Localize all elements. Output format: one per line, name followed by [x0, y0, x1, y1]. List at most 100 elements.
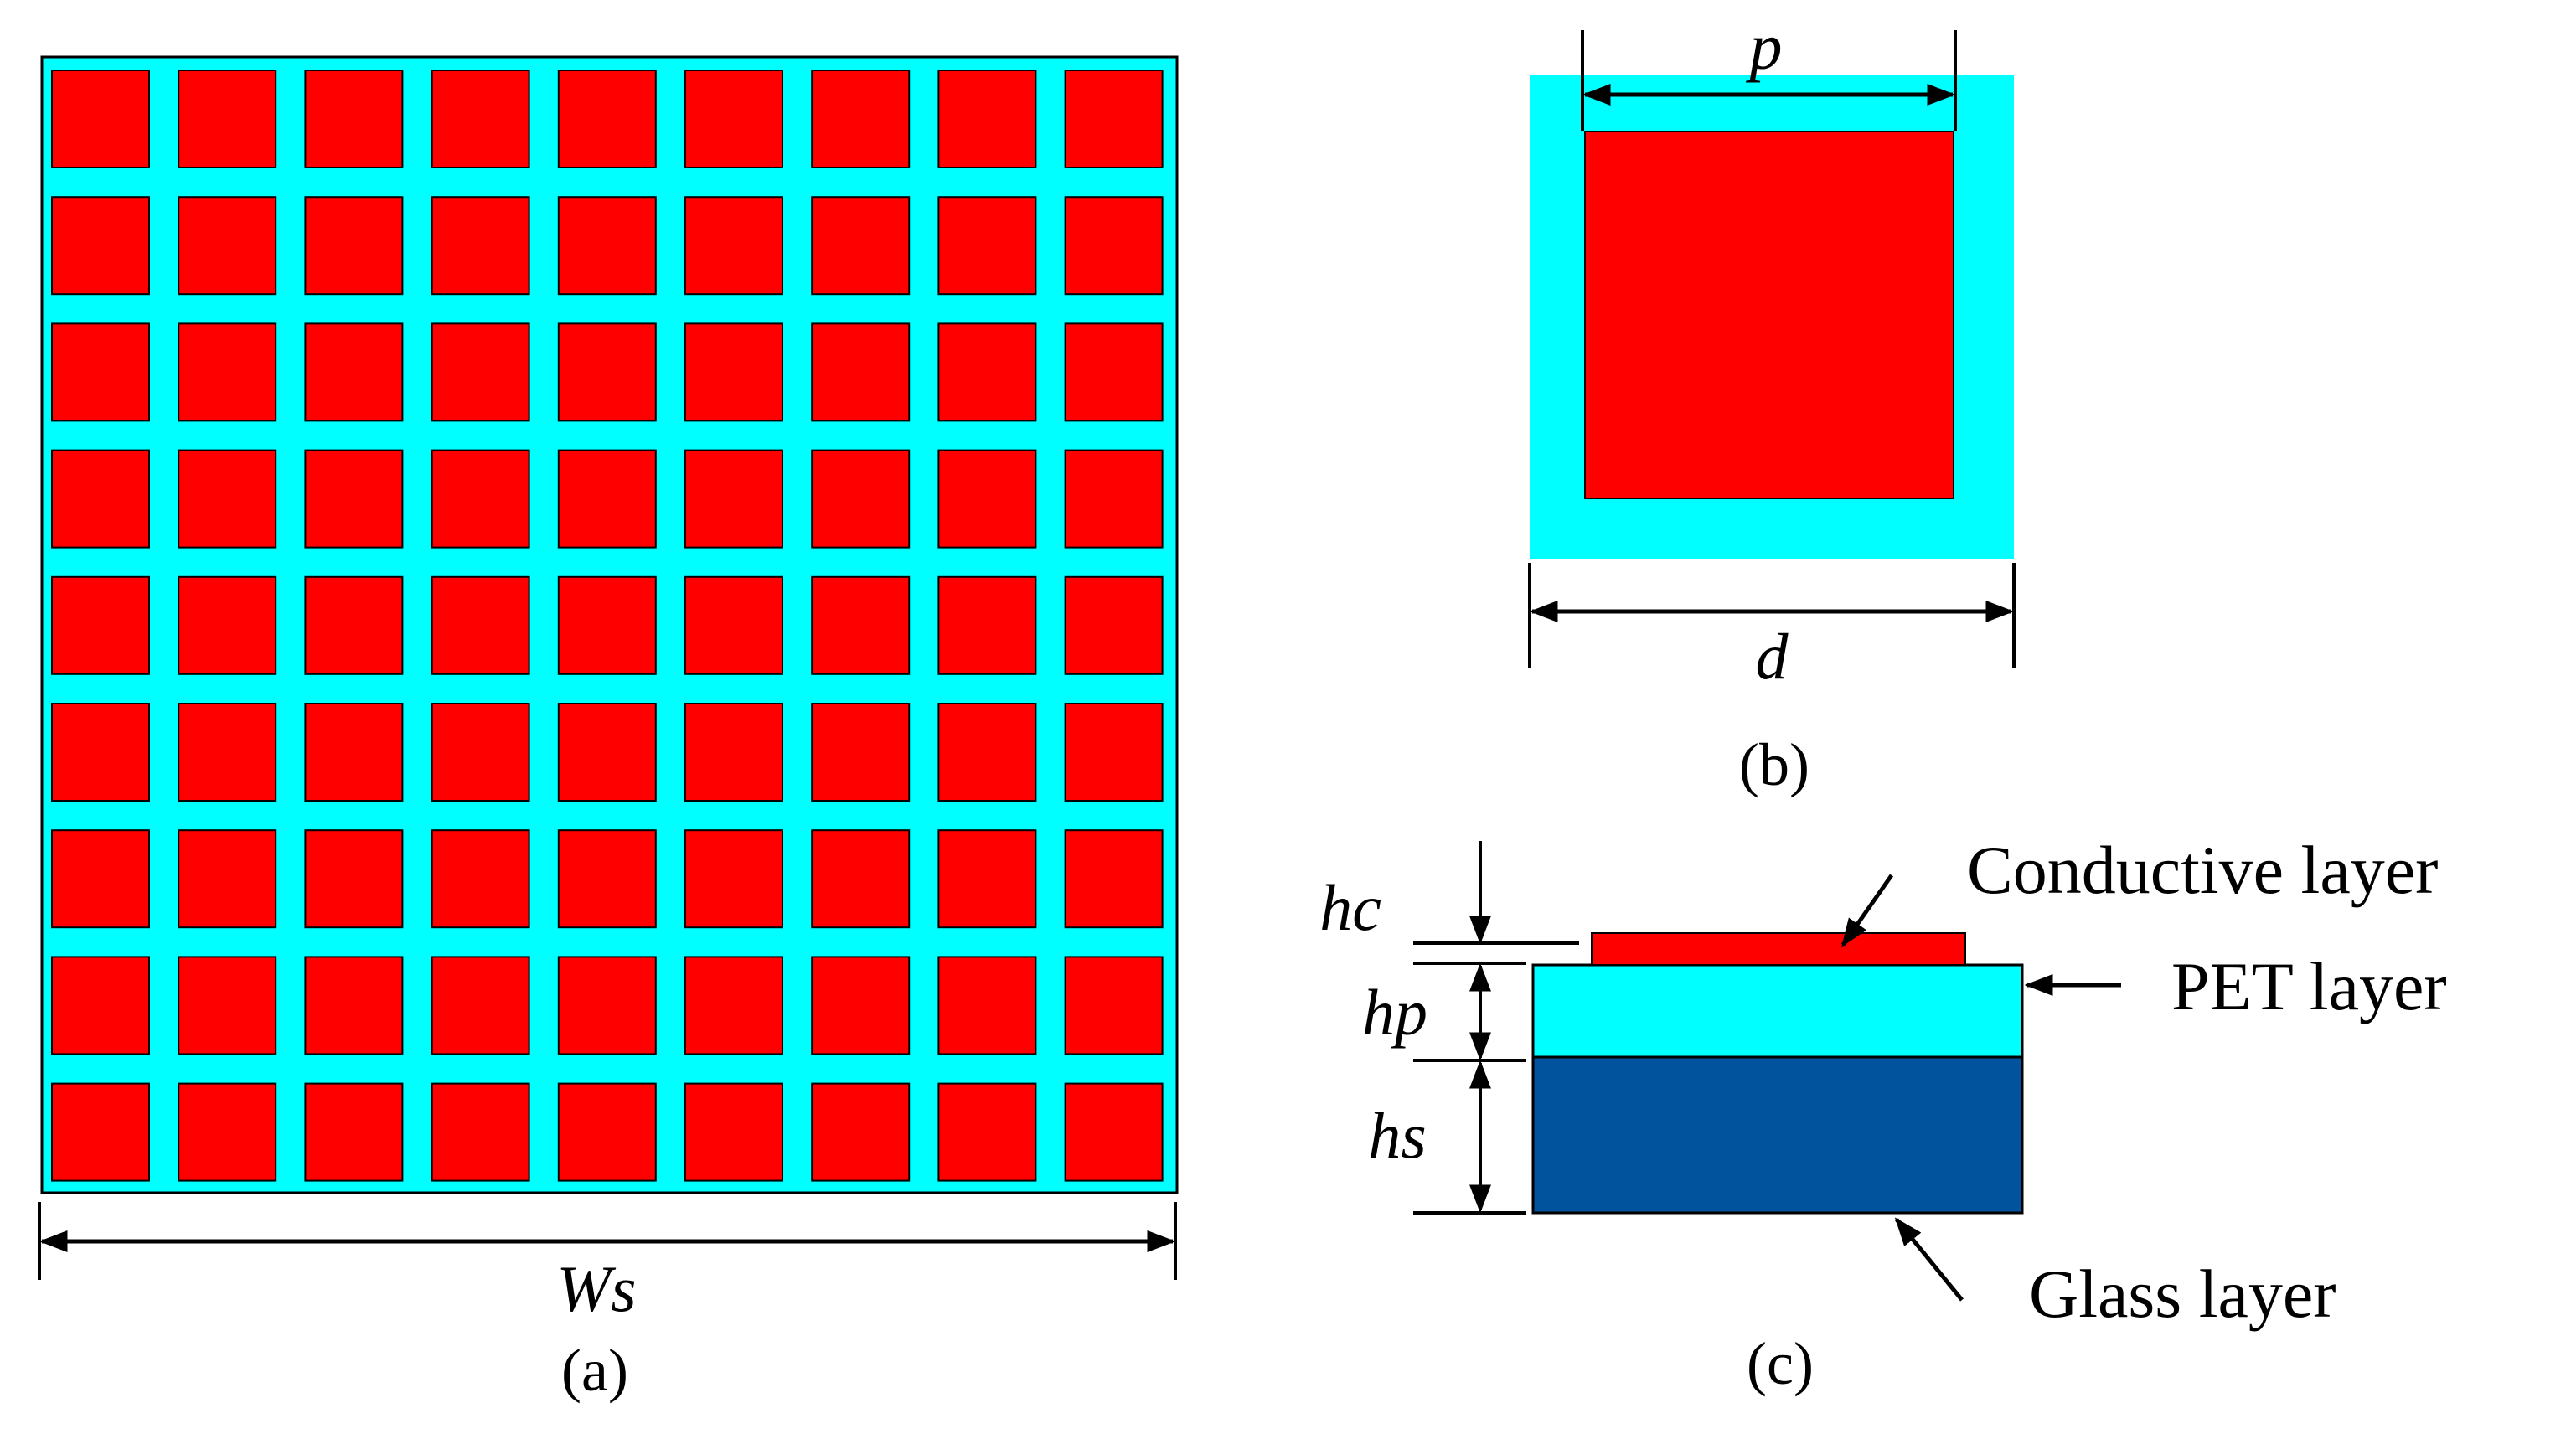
patch	[937, 196, 1037, 296]
patch	[304, 829, 404, 929]
unit-cell-patch	[1584, 131, 1954, 499]
ws-label: Ws	[556, 1252, 636, 1325]
patch	[937, 829, 1037, 929]
patch	[304, 956, 404, 1055]
panel-c: hc hp hs Conductive layer PET layer Glas…	[1319, 832, 2447, 1397]
patch	[1064, 703, 1164, 802]
patch	[684, 449, 783, 549]
patch	[304, 575, 404, 675]
patch	[557, 956, 657, 1055]
patch	[304, 196, 404, 296]
patch	[557, 829, 657, 929]
patch	[937, 322, 1037, 422]
patch	[1064, 956, 1164, 1055]
patch	[811, 575, 911, 675]
patch	[684, 575, 783, 675]
patch	[811, 196, 911, 296]
patch	[51, 575, 150, 675]
patch	[178, 575, 277, 675]
patch	[937, 1082, 1037, 1182]
patch	[557, 70, 657, 168]
hc-label: hc	[1319, 871, 1381, 944]
patch	[1064, 575, 1164, 675]
pet-layer-label: PET layer	[2171, 948, 2447, 1024]
patch	[51, 829, 150, 929]
patch	[431, 449, 530, 549]
patch	[811, 1082, 911, 1182]
patch	[1064, 1082, 1164, 1182]
patch	[178, 196, 277, 296]
patch	[684, 196, 783, 296]
patch	[178, 703, 277, 802]
patch	[1064, 70, 1164, 168]
caption-c: (c)	[1747, 1330, 1814, 1397]
patch	[51, 956, 150, 1055]
patch	[431, 575, 530, 675]
patch	[557, 322, 657, 422]
patch	[304, 703, 404, 802]
panel-a: Ws (a)	[38, 55, 1179, 1404]
patch	[684, 1082, 783, 1182]
patch	[937, 575, 1037, 675]
patch	[51, 703, 150, 802]
patch	[431, 322, 530, 422]
patch	[178, 829, 277, 929]
patch	[937, 449, 1037, 549]
patch	[431, 196, 530, 296]
patch	[51, 196, 150, 296]
caption-b: (b)	[1739, 731, 1809, 798]
patch	[51, 449, 150, 549]
d-label: d	[1756, 620, 1789, 693]
patch-grid	[51, 70, 1164, 1182]
patch	[937, 956, 1037, 1055]
patch	[557, 575, 657, 675]
patch	[51, 1082, 150, 1182]
patch	[1064, 322, 1164, 422]
patch	[811, 829, 911, 929]
patch	[557, 449, 657, 549]
patch	[431, 703, 530, 802]
patch	[811, 322, 911, 422]
patch	[431, 956, 530, 1055]
conductive-layer-label: Conductive layer	[1967, 832, 2438, 908]
patch	[684, 703, 783, 802]
patch	[684, 322, 783, 422]
patch	[304, 322, 404, 422]
patch	[1064, 829, 1164, 929]
patch	[51, 70, 150, 168]
patch	[557, 703, 657, 802]
conductive-layer	[1591, 932, 1966, 966]
panel-b: p d (b)	[1528, 10, 2016, 798]
patch	[178, 449, 277, 549]
patch	[178, 956, 277, 1055]
patch	[1064, 449, 1164, 549]
glass-pointer-arrow	[1894, 1217, 1964, 1302]
patch	[304, 1082, 404, 1182]
conductive-pointer-arrow	[1840, 874, 1894, 947]
patch	[937, 703, 1037, 802]
caption-a: (a)	[561, 1337, 628, 1404]
glass-layer-label: Glass layer	[2029, 1256, 2336, 1332]
patch	[304, 70, 404, 168]
patch	[178, 1082, 277, 1182]
patch	[178, 322, 277, 422]
patch	[684, 829, 783, 929]
p-label: p	[1746, 10, 1783, 83]
patch	[811, 956, 911, 1055]
patch	[431, 829, 530, 929]
patch	[811, 70, 911, 168]
patch	[431, 70, 530, 168]
patch	[557, 1082, 657, 1182]
patch	[937, 70, 1037, 168]
patch	[431, 1082, 530, 1182]
hs-label: hs	[1368, 1099, 1426, 1172]
patch	[557, 196, 657, 296]
patch	[684, 956, 783, 1055]
patch	[811, 449, 911, 549]
patch	[178, 70, 277, 168]
patch	[684, 70, 783, 168]
patch	[304, 449, 404, 549]
patch	[1064, 196, 1164, 296]
patch	[811, 703, 911, 802]
